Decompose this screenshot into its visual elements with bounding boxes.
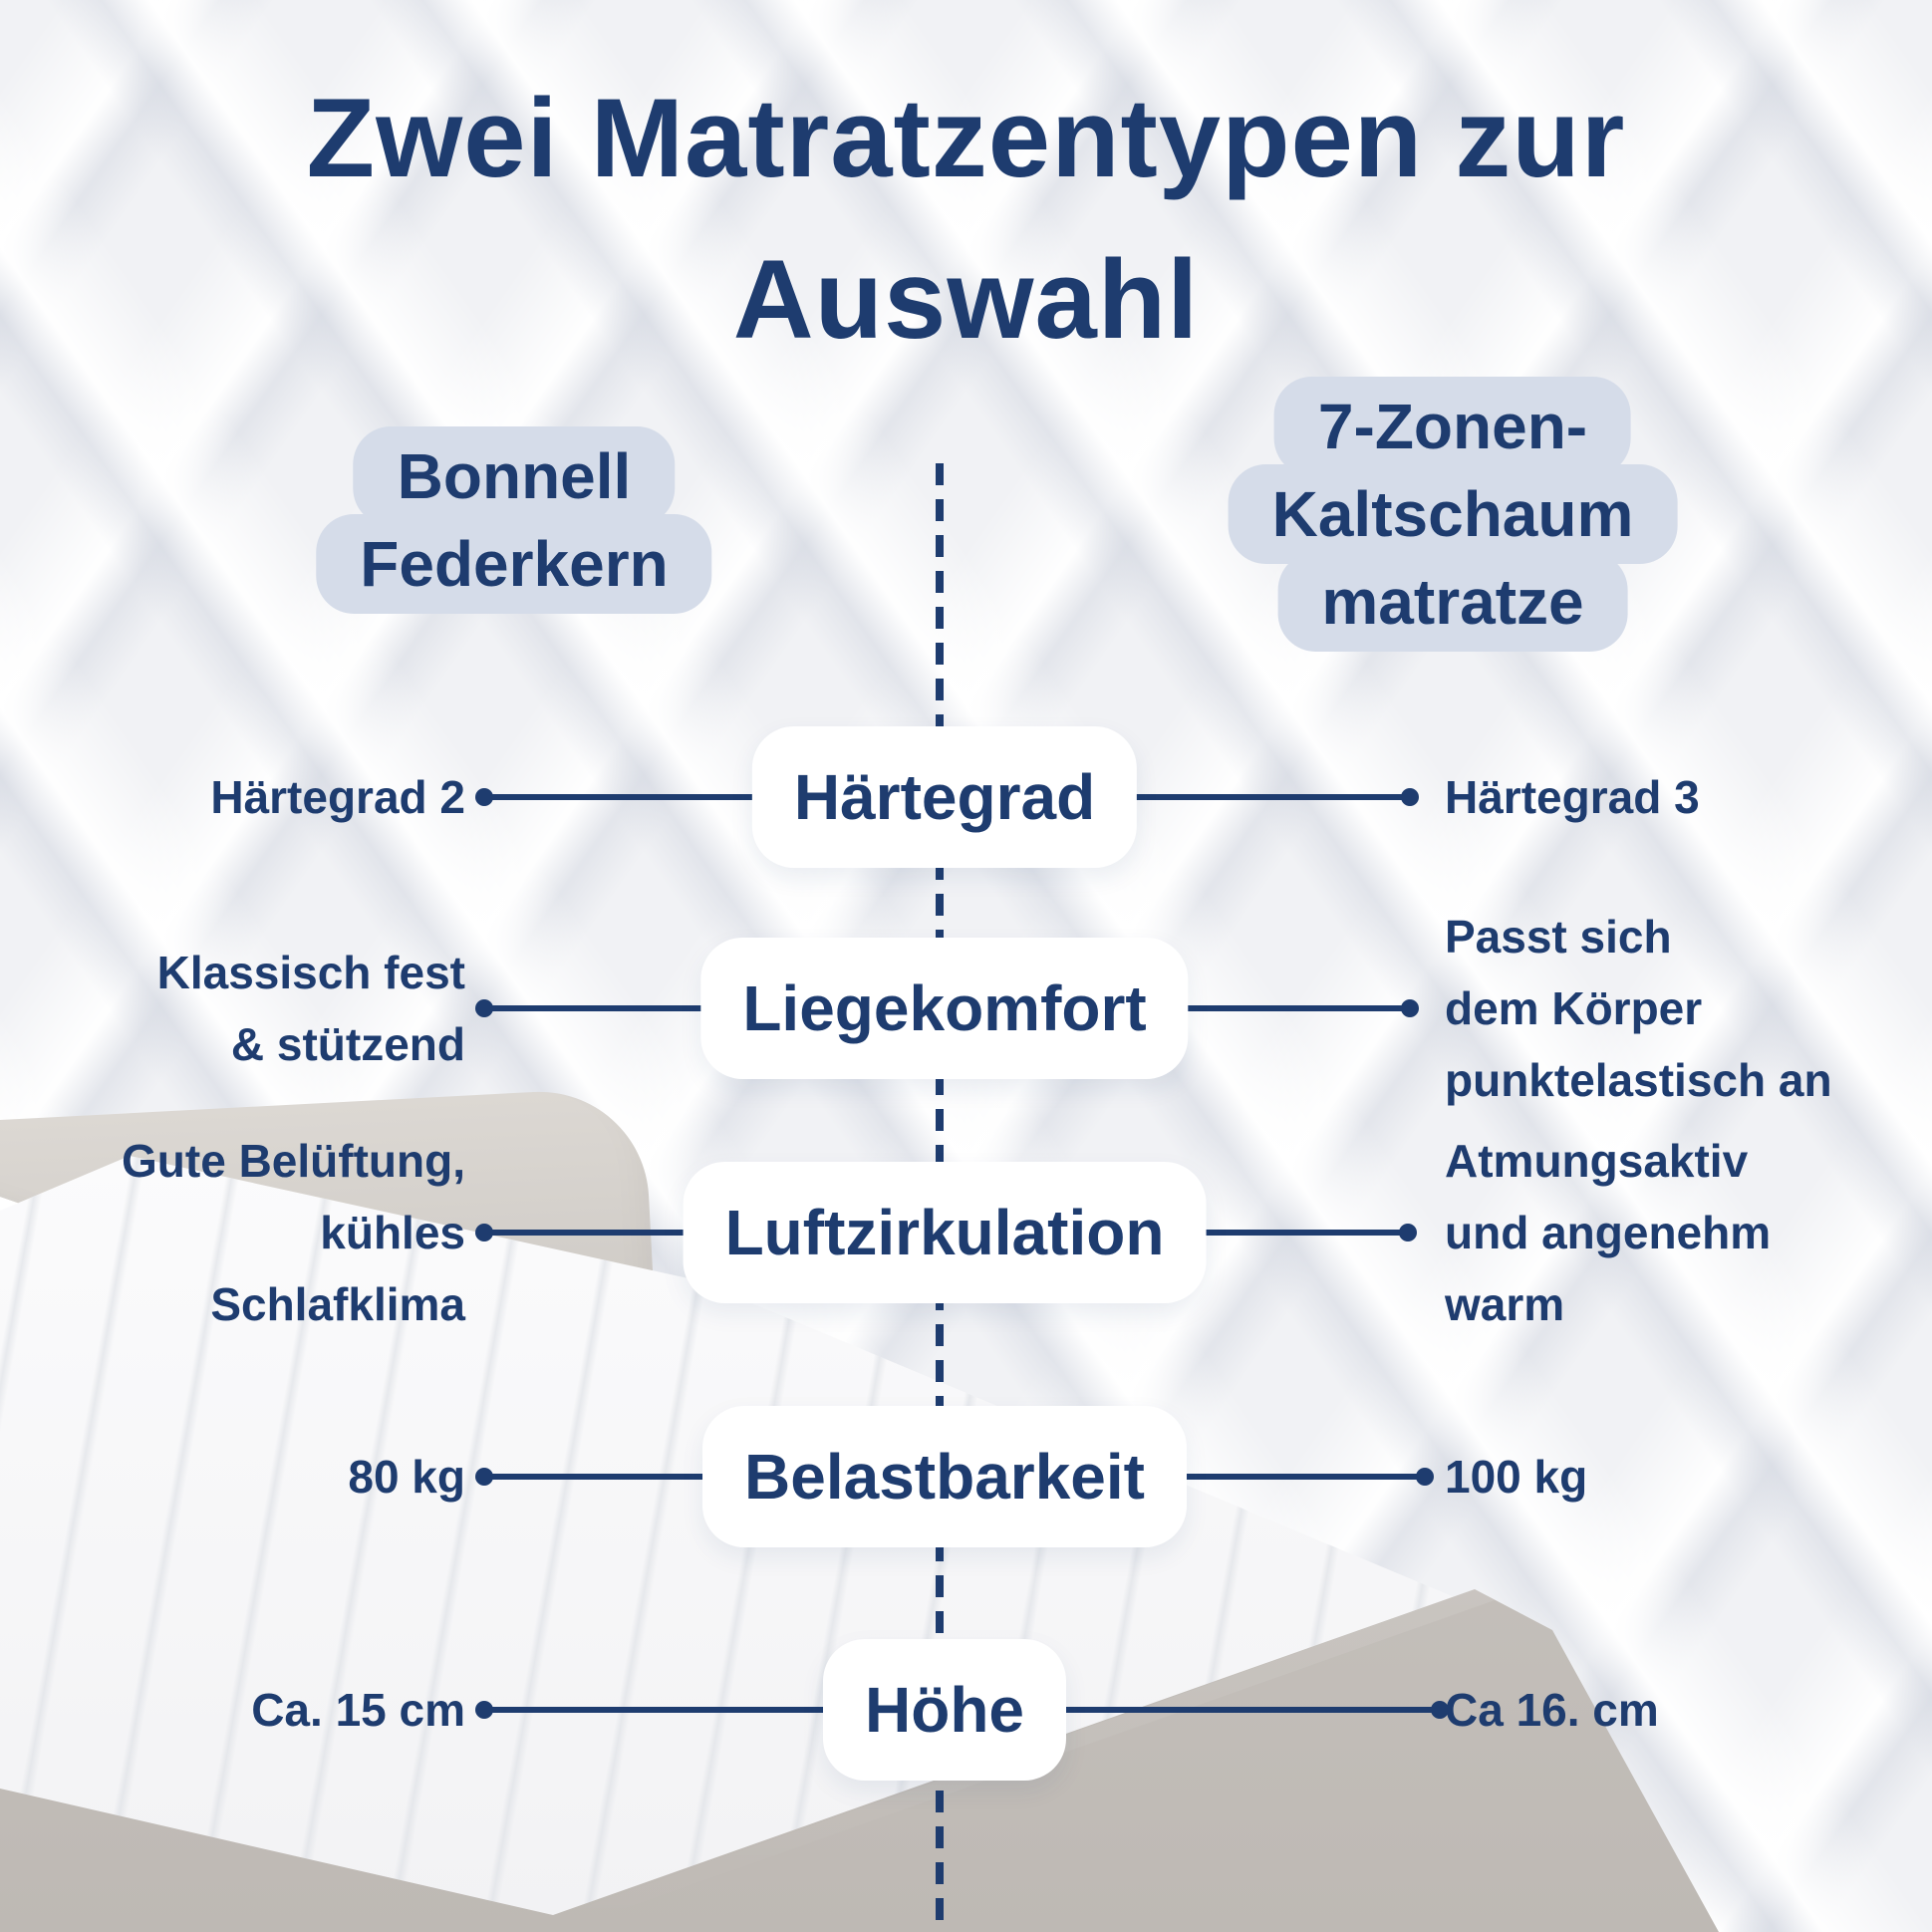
connector-line-left (484, 794, 945, 800)
right-value: 100 kg (1445, 1451, 1588, 1503)
right-value: Atmungsaktiv und angenehm warm (1445, 1135, 1772, 1330)
column-header-left-line2: Federkern (316, 514, 712, 614)
connector-dot-left (475, 1224, 493, 1242)
column-header-right-line2: Kaltschaum (1228, 464, 1678, 564)
column-header-kaltschaummatratze: 7-Zonen- Kaltschaum matratze (1228, 377, 1678, 652)
left-value: 80 kg (348, 1451, 465, 1503)
connector-line-left (484, 1707, 945, 1713)
row-label-pill: Liegekomfort (700, 938, 1189, 1079)
right-value: Ca 16. cm (1445, 1684, 1659, 1736)
connector-dot-right (1401, 788, 1419, 806)
connector-dot-right (1399, 1224, 1417, 1242)
left-value: Härtegrad 2 (210, 771, 465, 823)
row-label-pill: Höhe (823, 1639, 1066, 1781)
connector-dot-left (475, 1468, 493, 1486)
right-value: Passt sich dem Körper punktelastisch an (1445, 911, 1832, 1106)
connector-dot-right (1416, 1468, 1434, 1486)
column-header-left-line1: Bonnell (353, 426, 676, 526)
connector-dot-left (475, 788, 493, 806)
connector-dot-right (1401, 999, 1419, 1017)
row-label-pill: Härtegrad (751, 726, 1138, 868)
left-value: Ca. 15 cm (251, 1684, 465, 1736)
connector-line-right (945, 794, 1410, 800)
page-title: Zwei Matratzentypen zur Auswahl (0, 58, 1932, 382)
page-title-line1: Zwei Matratzentypen zur (306, 76, 1626, 200)
connector-dot-left (475, 999, 493, 1017)
connector-line-right (945, 1707, 1440, 1713)
right-value: Härtegrad 3 (1445, 771, 1700, 823)
left-value: Klassisch fest & stützend (156, 947, 465, 1070)
column-header-bonnell-federkern: Bonnell Federkern (316, 426, 712, 614)
column-header-right-line3: matratze (1277, 552, 1628, 652)
row-label-pill: Belastbarkeit (702, 1406, 1187, 1547)
row-label-pill: Luftzirkulation (683, 1162, 1207, 1303)
page-title-line2: Auswahl (732, 237, 1200, 363)
column-header-right-line1: 7-Zonen- (1273, 377, 1632, 476)
connector-dot-left (475, 1701, 493, 1719)
connector-dot-right (1431, 1701, 1449, 1719)
left-value: Gute Belüftung, kühles Schlafklima (122, 1135, 465, 1330)
